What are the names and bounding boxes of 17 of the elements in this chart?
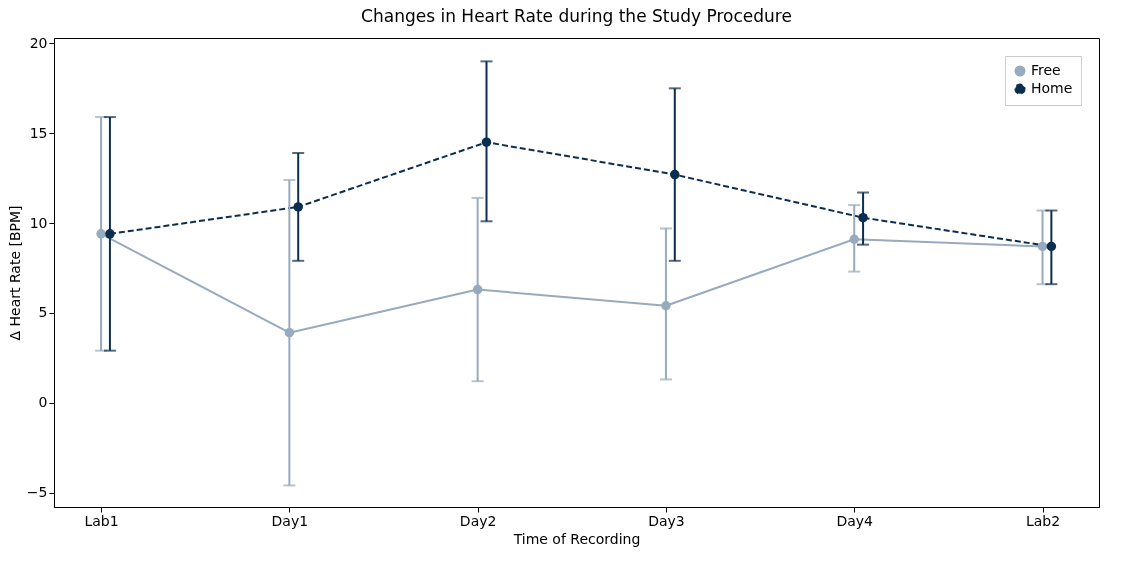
y-tick-label: 20 — [29, 34, 48, 51]
chart-title: Changes in Heart Rate during the Study Procedure — [361, 6, 792, 27]
x-tick-label: Day3 — [648, 512, 685, 529]
y-tick-label: 10 — [29, 214, 48, 231]
y-tick-label: 0 — [38, 394, 48, 411]
legend-label: Free — [1031, 62, 1061, 78]
x-tick-label: Lab2 — [1025, 512, 1061, 529]
x-tick-label: Day2 — [459, 512, 497, 529]
x-tick-label: Day4 — [836, 512, 874, 529]
y-axis-title: Δ Heart Rate [BPM] — [6, 205, 23, 341]
x-tick-label: Lab1 — [84, 512, 119, 529]
legend-label: Home — [1031, 80, 1073, 96]
x-axis-title: Time of Recording — [512, 530, 641, 547]
y-tick-label: 5 — [38, 304, 48, 321]
y-tick-label: 15 — [29, 124, 48, 141]
y-tick-label: −5 — [26, 484, 48, 501]
x-tick-label: Day1 — [271, 512, 309, 529]
